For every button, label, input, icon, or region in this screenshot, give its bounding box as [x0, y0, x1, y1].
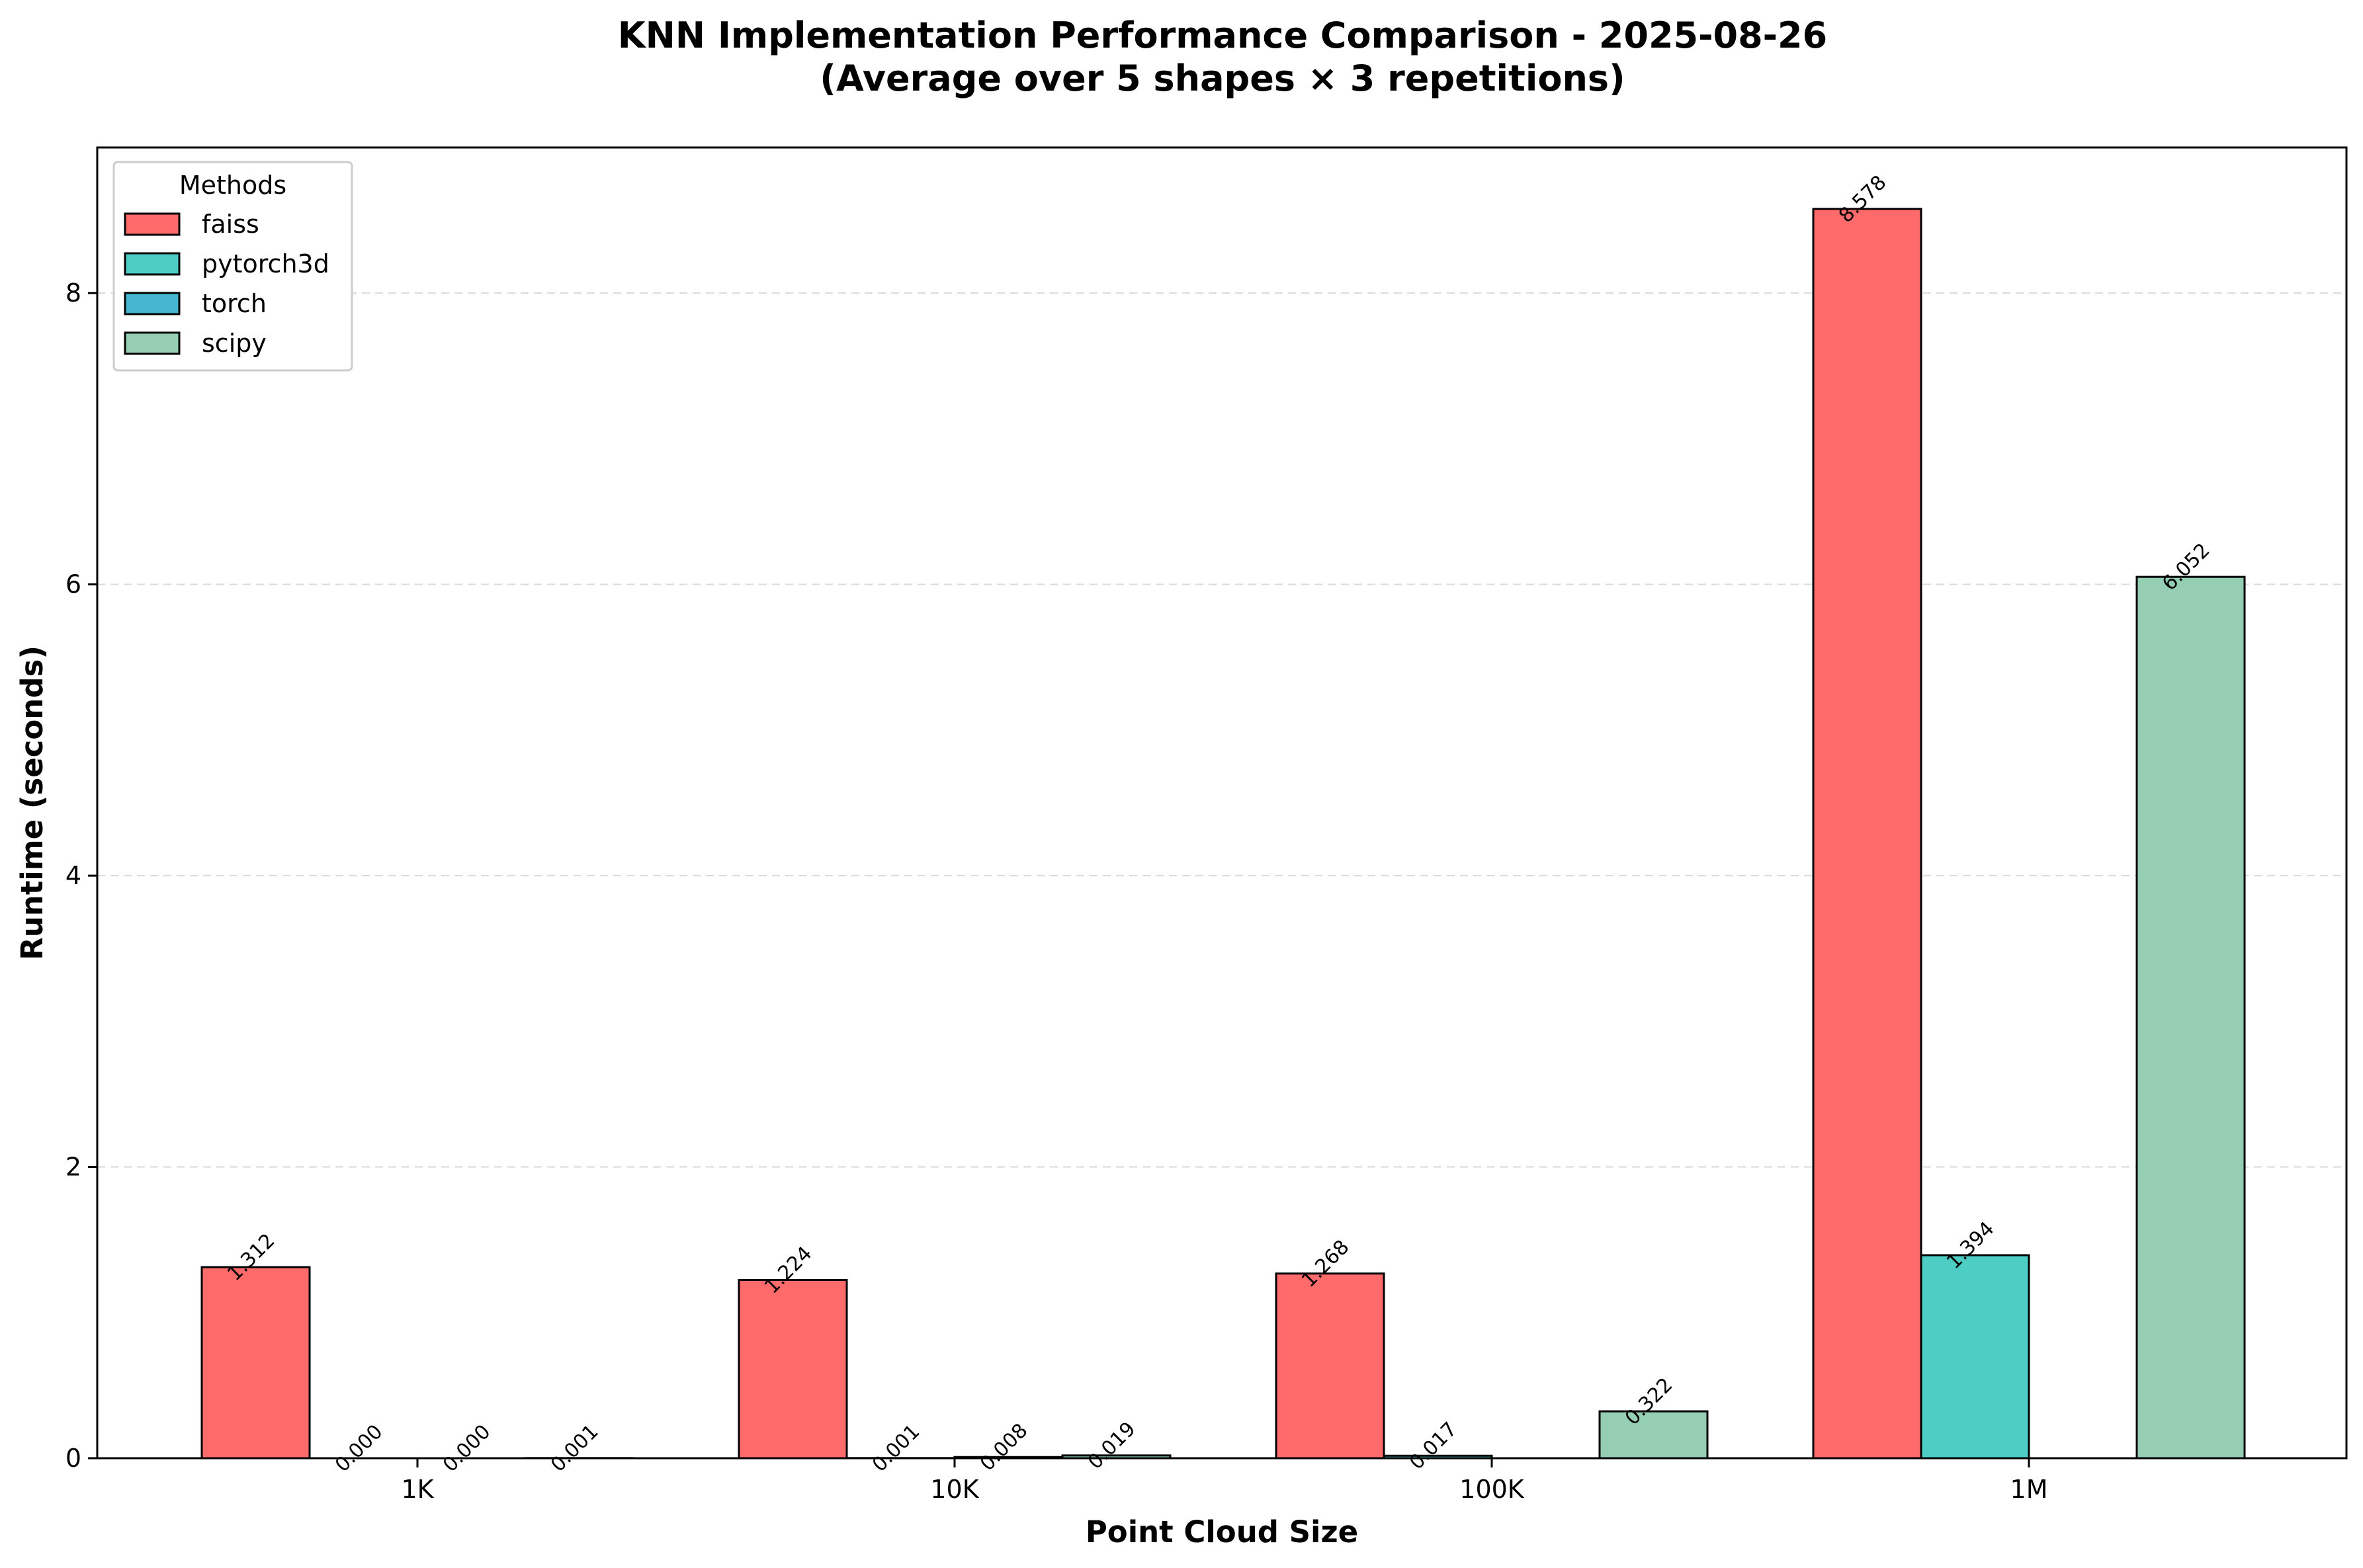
y-tick-label: 4 — [65, 861, 81, 890]
legend: Methods faiss pytorch3d torch scipy — [112, 161, 353, 372]
legend-swatch-torch — [124, 292, 181, 315]
legend-title: Methods — [179, 171, 286, 200]
y-axis-label: Runtime (seconds) — [15, 645, 50, 960]
data-label: 0.019 — [1084, 1417, 1140, 1473]
legend-swatch-faiss — [124, 212, 181, 236]
bar-scipy-1M — [2135, 575, 2246, 1460]
data-label: 0.000 — [331, 1421, 387, 1477]
y-tick-label: 8 — [65, 278, 81, 308]
y-tick-label: 0 — [65, 1444, 81, 1473]
x-axis: 1K 10K 100K 1M — [401, 1458, 2047, 1504]
y-axis: 0 2 4 6 8 — [65, 278, 97, 1473]
plot-frame — [96, 146, 2348, 1460]
chart-title: KNN Implementation Performance Compariso… — [618, 15, 1827, 56]
bar-faiss-100K — [1275, 1272, 1385, 1460]
bars — [200, 208, 2246, 1460]
x-axis-label: Point Cloud Size — [1086, 1514, 1358, 1549]
grid-lines — [97, 292, 2346, 1168]
data-label: 0.000 — [439, 1421, 495, 1477]
bar-pytorch3d-1M — [1920, 1254, 2030, 1460]
y-tick-label: 6 — [65, 570, 81, 599]
data-label: 0.001 — [868, 1420, 924, 1476]
x-tick-label: 100K — [1459, 1475, 1525, 1504]
legend-label-torch: torch — [202, 289, 267, 318]
data-label: 0.001 — [546, 1420, 603, 1476]
data-label: 0.008 — [976, 1419, 1032, 1475]
chart-subtitle: (Average over 5 shapes × 3 repetitions) — [820, 58, 1625, 99]
x-tick-label: 10K — [930, 1475, 979, 1504]
x-tick-label: 1M — [2010, 1475, 2048, 1504]
y-tick-label: 2 — [65, 1153, 81, 1182]
legend-swatch-pytorch3d — [124, 252, 181, 276]
bar-faiss-10K — [738, 1278, 848, 1460]
legend-swatch-scipy — [124, 331, 181, 355]
legend-label-faiss: faiss — [202, 210, 259, 239]
bar-faiss-1K — [200, 1266, 311, 1460]
bar-scipy-100K — [1598, 1410, 1709, 1460]
bar-faiss-1M — [1812, 208, 1922, 1460]
legend-label-pytorch3d: pytorch3d — [202, 249, 329, 278]
x-tick-label: 1K — [401, 1475, 434, 1504]
legend-label-scipy: scipy — [202, 329, 267, 358]
data-label: 0.017 — [1405, 1418, 1461, 1474]
